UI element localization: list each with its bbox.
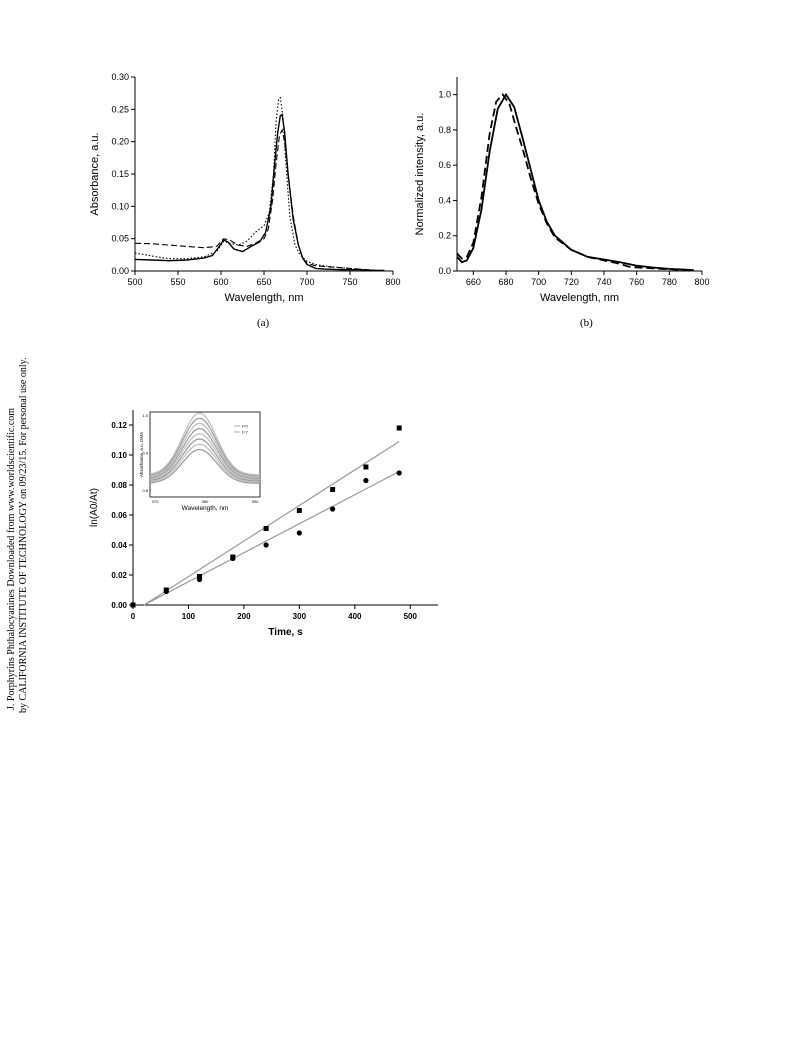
inset-x-axis-title: Wavelength, nm <box>182 505 229 512</box>
chart-a-absorbance: 500 550 600 650 700 750 800 0.00 0.05 0.10 0.15 0.2… <box>89 72 401 304</box>
data-point-circle <box>363 477 369 484</box>
inset-spectrum-curve <box>149 422 261 478</box>
data-point-circle <box>230 555 236 562</box>
inset-spectrum-curve <box>149 427 261 480</box>
caption-a: (a) <box>257 317 270 329</box>
data-point-circle <box>263 542 269 548</box>
data-point-square <box>396 425 402 431</box>
series-line-solid <box>134 113 385 272</box>
x-tick-label: 700 <box>299 277 314 287</box>
inset-spectrum-curve <box>149 438 260 482</box>
inset-y-tick-label: 0.8 <box>142 488 148 493</box>
y-tick-label: 0.00 <box>111 266 129 276</box>
data-point-square <box>263 526 269 531</box>
data-point-circle <box>296 530 302 536</box>
y-tick-label: 0.20 <box>111 137 129 147</box>
y-tick-label: 0.08 <box>111 481 127 490</box>
data-point-circle <box>330 506 336 512</box>
inset-y-tick-label: 0.9 <box>142 451 148 456</box>
inset-spectrum-curve <box>149 417 261 477</box>
series-line-dotted <box>134 96 385 271</box>
x-tick-label: 660 <box>466 277 481 287</box>
x-tick-label: 800 <box>385 277 400 287</box>
inset-spectrum-curve <box>149 448 260 484</box>
caption-b: (b) <box>580 317 593 329</box>
data-point-square <box>330 487 336 492</box>
x-tick-label: 200 <box>237 612 251 621</box>
chart-b-fluorescence: 660 680 700 720 740 760 780 800 0.0 0.2 0.4 0.6 0.8 1… <box>414 77 710 304</box>
inset-spectrum-curve <box>149 443 260 483</box>
x-tick-label: 740 <box>596 277 611 287</box>
x-tick-label: 780 <box>662 277 677 287</box>
x-axis-title: Wavelength, nm <box>540 292 619 304</box>
y-tick-label: 0.25 <box>111 104 129 114</box>
fit-line-circle <box>143 470 400 606</box>
inset-x-tick-label: 390 <box>252 499 259 504</box>
inset-x-tick-label: 380 <box>202 499 209 504</box>
y-tick-label: 0.0 <box>438 266 451 276</box>
side-note-svg: J. Porphyrins Phthalocyanines Downloaded… <box>6 358 29 713</box>
y-tick-label: 0.12 <box>111 421 127 430</box>
inset-legend-label: t=7 <box>242 430 248 435</box>
series-line-solid <box>456 92 694 271</box>
x-tick-label: 500 <box>404 612 418 621</box>
y-tick-label: 0.06 <box>111 511 127 520</box>
y-tick-label: 0.04 <box>111 541 127 550</box>
y-tick-label: 1.0 <box>438 90 451 100</box>
y-tick-label: 0.02 <box>111 571 127 580</box>
data-point-circle <box>163 588 169 595</box>
y-tick-label: 0.10 <box>111 451 127 460</box>
x-tick-label: 550 <box>170 277 185 287</box>
x-tick-label: 400 <box>348 612 362 621</box>
inset-legend-label: t=0 <box>242 424 248 429</box>
x-tick-label: 760 <box>629 277 644 287</box>
y-tick-label: 0.6 <box>438 160 451 170</box>
x-tick-label: 600 <box>213 277 228 287</box>
x-tick-label: 100 <box>182 612 196 621</box>
chart-c-kinetics: 0 100 200 300 400 500 0.00 0.02 0.04 0.06 0.08 0.10… <box>89 410 438 638</box>
y-axis-title: Normalized intensity, a.u. <box>414 113 426 236</box>
inset-chart: 370 380 390 0.8 0.9 1.0 Wavelength, nm Absorban… <box>139 411 261 512</box>
y-tick-label: 0.05 <box>111 234 129 244</box>
y-tick-label: 0.00 <box>111 601 127 610</box>
x-tick-label: 750 <box>342 277 357 287</box>
side-note-line-1: J. Porphyrins Phthalocyanines Downloaded… <box>6 408 17 710</box>
inset-x-tick-label: 370 <box>152 499 159 504</box>
side-download-note: J. Porphyrins Phthalocyanines Downloaded… <box>3 335 32 715</box>
inset-spectrum-curve <box>149 412 261 476</box>
x-tick-label: 700 <box>531 277 546 287</box>
data-point-circle <box>396 470 402 476</box>
fit-line-square <box>143 440 400 606</box>
x-tick-label: 720 <box>564 277 579 287</box>
x-axis-title: Time, s <box>268 627 303 638</box>
inset-y-tick-label: 1.0 <box>142 413 148 418</box>
x-tick-label: 500 <box>127 277 142 287</box>
y-tick-label: 0.30 <box>111 72 129 82</box>
data-point-square <box>363 464 369 470</box>
x-axis-title: Wavelength, nm <box>224 292 303 304</box>
data-point-circle <box>196 576 203 583</box>
inset-y-axis-title: Absorbance, a.u. DMA <box>139 432 144 477</box>
y-tick-label: 0.10 <box>111 201 129 211</box>
side-note-line-2: by CALIFORNIA INSTITUTE OF TECHNOLOGY on… <box>18 358 29 713</box>
y-tick-label: 0.8 <box>438 125 451 135</box>
x-tick-label: 0 <box>131 612 136 621</box>
x-tick-label: 300 <box>293 612 307 621</box>
data-point-circle <box>130 602 136 608</box>
series-line-dashed <box>134 128 385 271</box>
data-point-square <box>197 574 203 579</box>
y-tick-label: 0.2 <box>438 231 451 241</box>
x-tick-label: 800 <box>694 277 709 287</box>
y-axis-title: Absorbance, a.u. <box>89 132 101 215</box>
data-point-square <box>296 508 302 513</box>
y-tick-label: 0.4 <box>438 195 451 205</box>
y-tick-label: 0.15 <box>111 169 129 179</box>
series-line-dashed <box>456 93 686 271</box>
inset-spectrum-curve <box>149 433 261 481</box>
y-axis-title: ln(A0/At) <box>89 488 100 527</box>
x-tick-label: 650 <box>256 277 271 287</box>
x-tick-label: 680 <box>498 277 513 287</box>
